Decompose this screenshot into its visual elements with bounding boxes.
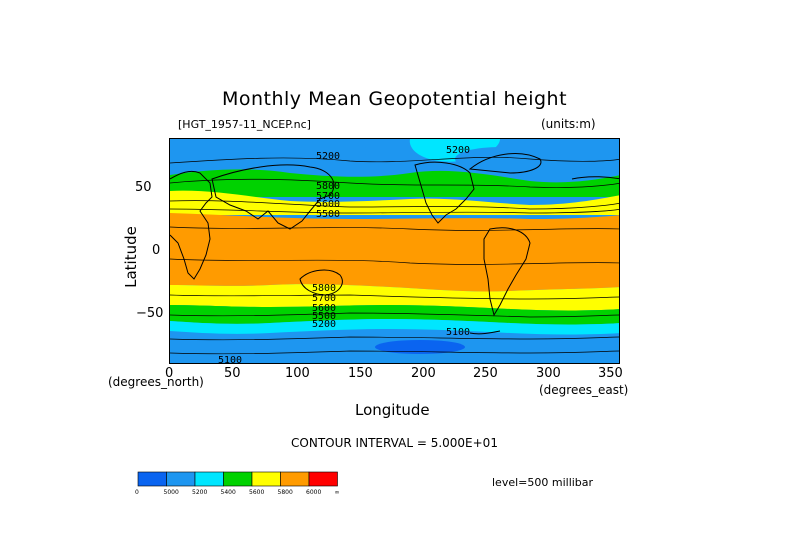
contour-lines	[170, 156, 619, 355]
colorbar-swatch	[280, 471, 310, 487]
colorbar-swatch	[137, 471, 167, 487]
colorbar-swatch	[166, 471, 196, 487]
contour-label: 5200	[316, 151, 340, 162]
band-5200-5400-south	[170, 319, 619, 335]
colorbar-label: ∞	[334, 489, 340, 496]
europe-west-outline	[571, 176, 619, 180]
asia-outline	[211, 164, 335, 230]
colorbar-swatch	[308, 471, 338, 487]
south-america-outline	[483, 227, 531, 317]
y-tick-label: 0	[152, 243, 161, 258]
colorbar-label: 5600	[249, 489, 265, 496]
band-5400-5600-north	[170, 169, 619, 197]
units-label: (units:m)	[541, 117, 596, 131]
contour-label: 5100	[446, 327, 470, 338]
band-5400-5600-south	[170, 305, 619, 325]
contour-label: 5600	[312, 303, 336, 314]
level-label: level=500 millibar	[492, 476, 594, 489]
colorbar-label: 5200	[192, 489, 208, 496]
contour-label: 5500	[312, 311, 336, 322]
colorbar-label: 5400	[220, 489, 236, 496]
low-north-atlantic	[455, 147, 545, 171]
band-5800-6000	[170, 213, 619, 292]
africa-europe-outline	[170, 170, 213, 280]
y-axis-label: Latitude	[121, 226, 140, 288]
x-axis-label: Longitude	[355, 401, 430, 419]
colorbar-label: 5800	[277, 489, 293, 496]
x-tick-label: 50	[224, 366, 241, 381]
australia-outline	[299, 269, 343, 296]
plot-title: Monthly Mean Geopotential height	[221, 88, 568, 110]
x-tick-label: 100	[285, 366, 310, 381]
colorbar-label: 0	[135, 489, 139, 496]
colorbar-swatch	[223, 471, 253, 487]
geopotential-map: 5200 5200 5800 5700 5600 5500 5800 5700 …	[170, 139, 619, 364]
contour-label: 5600	[316, 199, 340, 210]
colorbar-swatch	[251, 471, 281, 487]
colorbar-label: 6000	[306, 489, 322, 496]
y-tick-label: −50	[136, 306, 164, 321]
low-north-pacific	[290, 143, 370, 159]
x-tick-label: 150	[348, 366, 373, 381]
antarctica-peninsula-outline	[469, 330, 501, 335]
x-tick-label: 250	[473, 366, 498, 381]
contour-label: 5700	[312, 293, 336, 304]
greenland-outline	[468, 153, 542, 174]
file-label: [HGT_1957-11_NCEP.nc]	[178, 118, 311, 131]
coastlines	[170, 153, 619, 335]
contour-label: 5800	[312, 283, 336, 294]
north-america-outline	[414, 161, 475, 224]
contour-label: 5500	[316, 209, 340, 220]
y-tick-label: 50	[135, 180, 152, 195]
colorbar-label: 5000	[163, 489, 179, 496]
contour-label: 5700	[316, 191, 340, 202]
band-5600-5800-north	[170, 190, 619, 215]
x-tick-label: 200	[411, 366, 436, 381]
y-axis-unit: (degrees_north)	[108, 375, 204, 389]
band-5600-5800-south	[170, 284, 619, 311]
low-south-pacific	[375, 340, 465, 354]
x-axis-unit: (degrees_east)	[539, 383, 629, 397]
colorbar-swatch	[194, 471, 224, 487]
x-tick-label: 300	[536, 366, 561, 381]
contour-label: 5200	[446, 145, 470, 156]
x-tick-label: 0	[165, 366, 174, 381]
colorbar	[137, 471, 339, 491]
contour-interval-label: CONTOUR INTERVAL = 5.000E+01	[291, 436, 498, 450]
contour-label: 5100	[218, 355, 242, 364]
colorbar-swatches	[137, 471, 338, 487]
contour-label: 5800	[316, 181, 340, 192]
contour-label-group: 5200 5200 5800 5700 5600 5500 5800 5700 …	[218, 145, 470, 364]
x-tick-label: 350	[598, 366, 623, 381]
map-plot-area: 5200 5200 5800 5700 5600 5500 5800 5700 …	[169, 138, 620, 364]
contour-label: 5200	[312, 319, 336, 330]
